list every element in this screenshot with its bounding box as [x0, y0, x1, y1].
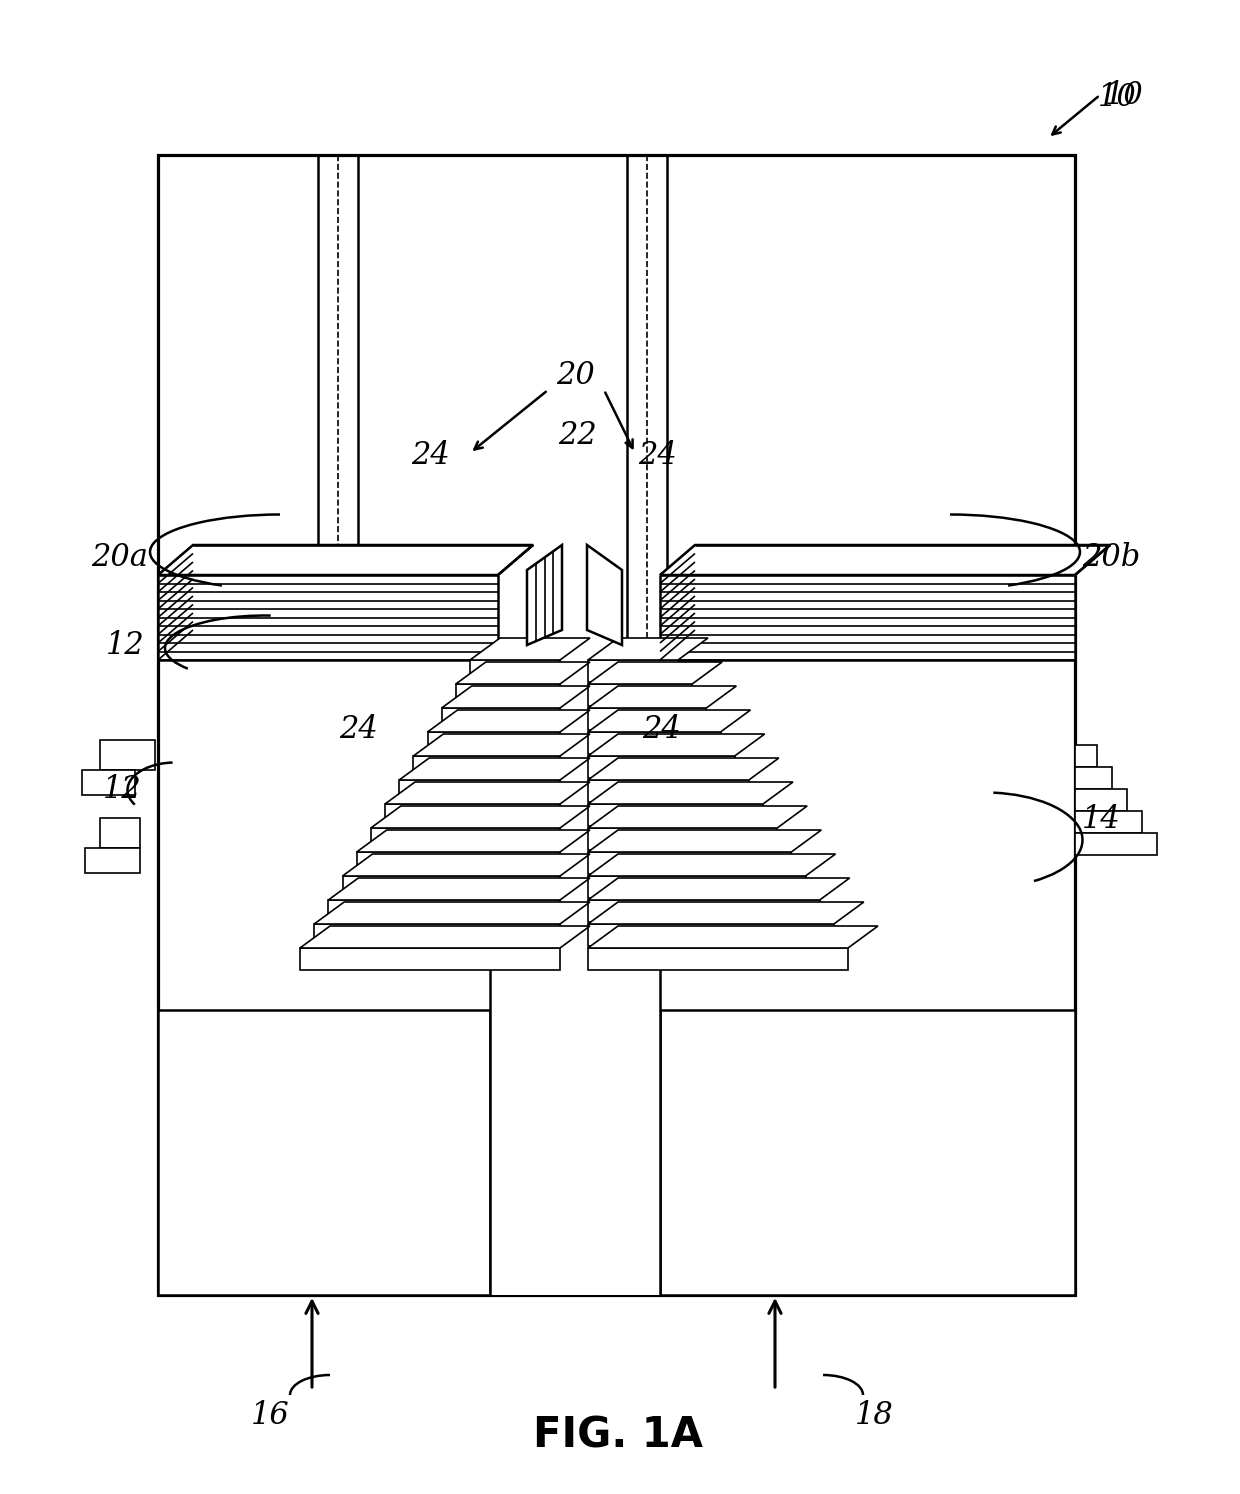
Bar	[82, 769, 135, 795]
Polygon shape	[588, 899, 820, 922]
Text: 10: 10	[1097, 82, 1137, 114]
Polygon shape	[428, 710, 590, 732]
Polygon shape	[342, 855, 590, 875]
Bar	[490, 660, 660, 1295]
Polygon shape	[371, 805, 590, 828]
Bar	[157, 155, 1075, 1295]
Polygon shape	[441, 686, 590, 708]
Polygon shape	[588, 686, 737, 708]
Polygon shape	[588, 855, 836, 875]
Polygon shape	[588, 902, 864, 923]
Polygon shape	[588, 780, 749, 802]
Polygon shape	[300, 949, 560, 970]
Polygon shape	[399, 757, 590, 780]
Text: 18: 18	[856, 1400, 894, 1430]
Text: 16: 16	[252, 1400, 290, 1430]
Polygon shape	[314, 902, 590, 923]
Polygon shape	[399, 780, 560, 802]
Text: 12: 12	[103, 774, 143, 805]
Polygon shape	[384, 804, 560, 826]
Polygon shape	[428, 732, 560, 754]
Text: 24: 24	[642, 714, 681, 746]
Polygon shape	[456, 662, 590, 684]
Bar	[660, 575, 1075, 660]
Polygon shape	[588, 926, 878, 949]
Polygon shape	[588, 710, 750, 732]
Bar	[100, 740, 155, 769]
Polygon shape	[329, 878, 590, 899]
Polygon shape	[300, 926, 590, 949]
Text: 24: 24	[340, 714, 378, 746]
Polygon shape	[588, 757, 779, 780]
Bar	[1075, 789, 1127, 811]
Text: 20: 20	[556, 360, 594, 390]
Text: 24: 24	[639, 439, 677, 471]
Polygon shape	[588, 852, 791, 874]
Polygon shape	[456, 684, 560, 707]
Polygon shape	[588, 734, 765, 756]
Polygon shape	[588, 875, 806, 898]
Polygon shape	[588, 732, 720, 754]
Polygon shape	[588, 662, 722, 684]
Polygon shape	[588, 708, 707, 731]
Polygon shape	[588, 638, 708, 660]
Text: 20b: 20b	[1083, 542, 1141, 574]
Polygon shape	[357, 831, 590, 852]
Polygon shape	[470, 660, 560, 681]
Text: 22: 22	[559, 420, 598, 451]
Bar	[1075, 746, 1097, 766]
Bar	[86, 849, 140, 872]
Polygon shape	[588, 660, 678, 681]
Polygon shape	[470, 638, 590, 660]
Text: 12: 12	[107, 629, 145, 660]
Polygon shape	[441, 708, 560, 731]
Polygon shape	[587, 545, 622, 645]
Bar	[100, 819, 140, 849]
Polygon shape	[329, 899, 560, 922]
Text: 20a: 20a	[91, 542, 148, 574]
Polygon shape	[384, 781, 590, 804]
Text: 24: 24	[412, 439, 450, 471]
Bar	[660, 1010, 1075, 1295]
Bar	[157, 575, 498, 660]
Polygon shape	[660, 545, 1110, 575]
Bar	[157, 1010, 490, 1295]
Bar	[1075, 766, 1112, 789]
Polygon shape	[588, 828, 777, 850]
Polygon shape	[588, 949, 848, 970]
Polygon shape	[413, 734, 590, 756]
Polygon shape	[314, 923, 560, 946]
Polygon shape	[588, 804, 763, 826]
Polygon shape	[371, 828, 560, 850]
Text: 14: 14	[1083, 804, 1121, 835]
Polygon shape	[527, 545, 562, 645]
Polygon shape	[342, 875, 560, 898]
Polygon shape	[157, 545, 533, 575]
Polygon shape	[357, 852, 560, 874]
Polygon shape	[588, 831, 821, 852]
Text: 10: 10	[1105, 81, 1143, 111]
Text: FIG. 1A: FIG. 1A	[533, 1413, 703, 1457]
Polygon shape	[588, 756, 734, 778]
Bar	[1075, 811, 1142, 834]
Polygon shape	[588, 805, 807, 828]
Bar	[1075, 834, 1157, 855]
Polygon shape	[588, 684, 692, 707]
Polygon shape	[588, 878, 849, 899]
Polygon shape	[588, 781, 794, 804]
Polygon shape	[413, 756, 560, 778]
Polygon shape	[588, 923, 833, 946]
